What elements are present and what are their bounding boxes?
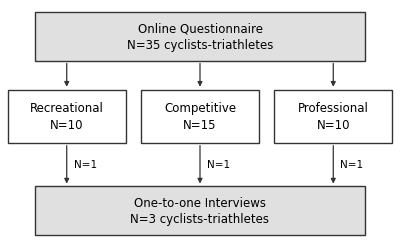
Text: One-to-one Interviews: One-to-one Interviews <box>134 197 266 210</box>
Text: N=1: N=1 <box>340 160 364 170</box>
Text: N=15: N=15 <box>183 119 217 132</box>
Text: N=10: N=10 <box>50 119 84 132</box>
Text: N=3 cyclists-triathletes: N=3 cyclists-triathletes <box>130 213 270 226</box>
Text: N=1: N=1 <box>207 160 230 170</box>
FancyBboxPatch shape <box>8 90 126 143</box>
Text: N=35 cyclists-triathletes: N=35 cyclists-triathletes <box>127 39 273 52</box>
FancyBboxPatch shape <box>35 186 365 235</box>
Text: Professional: Professional <box>298 103 369 116</box>
Text: N=10: N=10 <box>316 119 350 132</box>
Text: N=1: N=1 <box>74 160 97 170</box>
Text: Competitive: Competitive <box>164 103 236 116</box>
FancyBboxPatch shape <box>35 12 365 61</box>
Text: Recreational: Recreational <box>30 103 104 116</box>
FancyBboxPatch shape <box>141 90 259 143</box>
Text: Online Questionnaire: Online Questionnaire <box>138 22 262 36</box>
FancyBboxPatch shape <box>274 90 392 143</box>
